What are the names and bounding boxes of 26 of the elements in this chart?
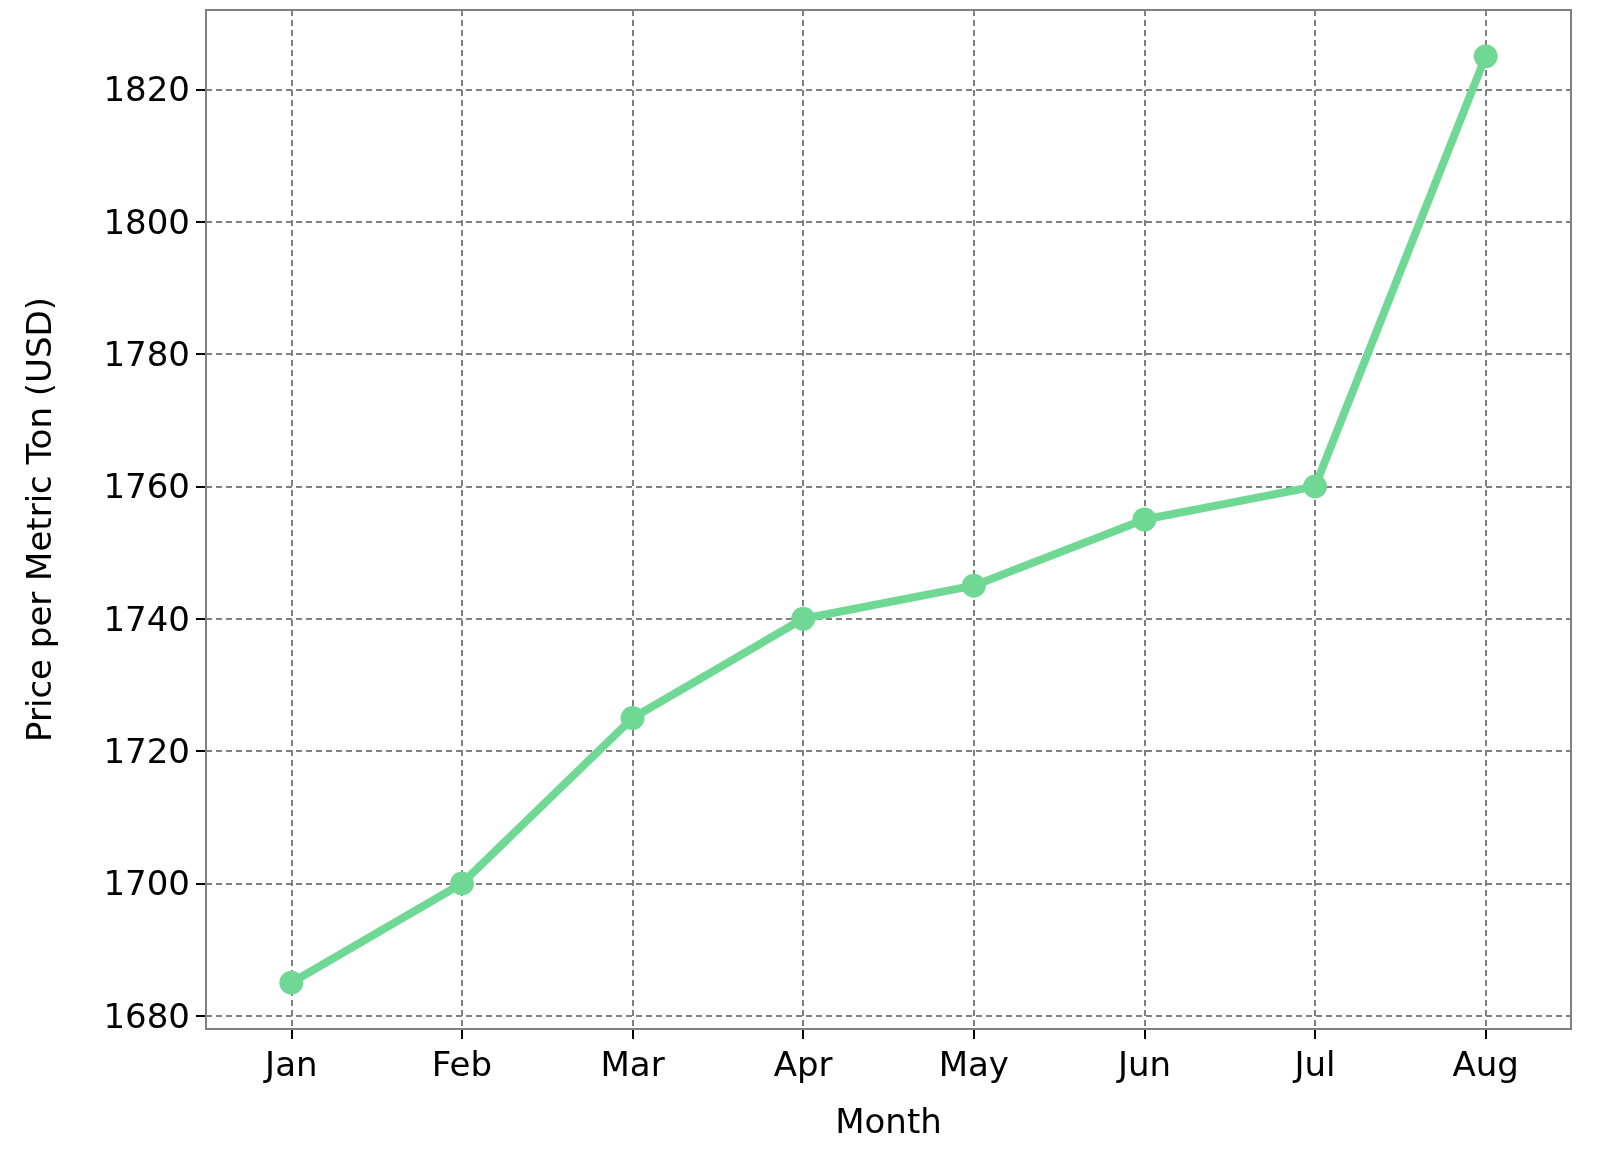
point	[620, 706, 645, 730]
x-tick-label: Jan	[263, 1044, 318, 1084]
x-tick-label: Mar	[600, 1044, 665, 1084]
y-axis-title: Price per Metric Ton (USD)	[19, 297, 59, 742]
point	[1473, 44, 1498, 69]
y-tick-label: 1700	[103, 863, 190, 904]
y-tick-label: 1740	[103, 598, 190, 639]
point	[1132, 507, 1157, 532]
x-tick-label: Apr	[773, 1044, 833, 1084]
y-tick-label: 1780	[103, 334, 190, 375]
x-tick-label: Jul	[1292, 1044, 1336, 1084]
x-tick-label: Jun	[1115, 1044, 1171, 1084]
point	[449, 871, 474, 896]
x-tick-label: Aug	[1452, 1044, 1519, 1084]
y-tick-label: 1820	[103, 69, 190, 110]
x-tick-label: May	[938, 1044, 1009, 1084]
x-axis-title: Month	[835, 1101, 942, 1141]
y-tick-label: 1800	[103, 201, 190, 242]
point	[961, 573, 986, 598]
point	[279, 970, 304, 995]
y-tick-label: 1680	[103, 995, 190, 1036]
y-tick-label: 1760	[103, 466, 190, 507]
point	[1303, 474, 1328, 499]
point	[791, 606, 816, 631]
x-tick-label: Feb	[431, 1044, 493, 1084]
y-tick-label: 1720	[103, 731, 190, 772]
